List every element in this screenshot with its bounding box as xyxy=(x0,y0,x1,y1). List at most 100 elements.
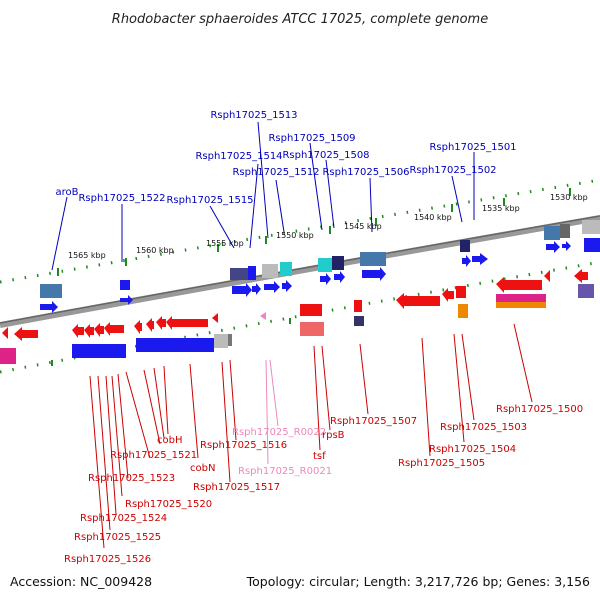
gene-feature[interactable] xyxy=(166,316,208,330)
gene-label[interactable]: Rsph17025_1524 xyxy=(80,513,167,524)
gene-feature[interactable] xyxy=(40,284,62,298)
gene-feature[interactable] xyxy=(214,334,228,348)
gene-feature[interactable] xyxy=(136,338,214,352)
gene-label[interactable]: Rsph17025_1514 xyxy=(195,151,282,162)
gene-label[interactable]: Rsph17025_1502 xyxy=(409,165,496,176)
gene-feature[interactable] xyxy=(252,283,261,295)
scale-label: 1560 kbp xyxy=(136,246,174,255)
gene-feature[interactable] xyxy=(462,255,471,267)
gene-feature[interactable] xyxy=(546,241,560,253)
gene-label[interactable]: Rsph17025_1523 xyxy=(88,473,175,484)
gene-label[interactable]: Rsph17025_1517 xyxy=(193,482,280,493)
gene-feature[interactable] xyxy=(134,320,142,334)
gene-feature[interactable] xyxy=(230,268,248,280)
gene-label[interactable]: Rsph17025_1504 xyxy=(429,444,516,455)
gene-feature[interactable] xyxy=(496,294,546,302)
gene-feature[interactable] xyxy=(104,322,124,336)
gene-label[interactable]: Rsph17025_1507 xyxy=(330,416,417,427)
gene-feature[interactable] xyxy=(14,327,38,341)
gene-feature[interactable] xyxy=(72,324,84,338)
gene-feature[interactable] xyxy=(228,334,232,346)
gene-feature[interactable] xyxy=(320,273,331,285)
gene-label[interactable]: cobN xyxy=(190,463,215,474)
scale-label: 1550 kbp xyxy=(276,231,314,240)
gene-feature[interactable] xyxy=(578,284,594,298)
gene-feature[interactable] xyxy=(262,264,278,278)
gene-feature[interactable] xyxy=(156,316,166,330)
gene-feature[interactable] xyxy=(2,327,8,339)
gene-feature[interactable] xyxy=(264,281,280,293)
reverse-label-leaders xyxy=(89,323,533,549)
gene-feature[interactable] xyxy=(0,348,16,364)
gene-feature[interactable] xyxy=(456,286,466,298)
scale-label: 1530 kbp xyxy=(550,193,588,202)
gene-feature[interactable] xyxy=(300,304,312,316)
gene-feature[interactable] xyxy=(318,258,332,272)
gene-feature[interactable] xyxy=(582,220,600,234)
gene-label[interactable]: Rsph17025_1508 xyxy=(282,150,369,161)
gene-feature[interactable] xyxy=(442,288,454,302)
gene-feature[interactable] xyxy=(496,302,546,308)
gene-feature[interactable] xyxy=(232,283,252,297)
gene-feature[interactable] xyxy=(40,301,58,313)
rna-label[interactable]: Rsph17025_R0022 xyxy=(232,427,326,438)
gene-feature[interactable] xyxy=(120,280,130,290)
gene-feature[interactable] xyxy=(544,226,560,240)
gene-feature[interactable] xyxy=(312,304,322,316)
gene-label[interactable]: Rsph17025_1522 xyxy=(78,193,165,204)
gene-feature[interactable] xyxy=(94,323,104,337)
gene-label[interactable]: Rsph17025_1516 xyxy=(200,440,287,451)
forward-label-leaders xyxy=(51,121,475,271)
gene-label[interactable]: Rsph17025_1521 xyxy=(110,450,197,461)
gene-feature[interactable] xyxy=(300,322,324,336)
scale-label: 1540 kbp xyxy=(414,213,452,222)
gene-feature[interactable] xyxy=(560,224,570,238)
gene-feature[interactable] xyxy=(354,316,364,326)
gene-feature[interactable] xyxy=(146,318,154,332)
gene-feature[interactable] xyxy=(354,300,362,312)
gene-feature[interactable] xyxy=(574,269,588,283)
forward-strand-genes xyxy=(40,220,600,313)
gene-feature[interactable] xyxy=(496,277,542,293)
gene-feature[interactable] xyxy=(248,266,256,280)
gene-feature[interactable] xyxy=(120,295,133,305)
gene-label[interactable]: Rsph17025_1501 xyxy=(429,142,516,153)
gene-label[interactable]: cobH xyxy=(157,435,182,446)
gene-feature[interactable] xyxy=(334,271,345,283)
genome-backbone xyxy=(0,215,600,328)
gene-label[interactable]: Rsph17025_1503 xyxy=(440,422,527,433)
gene-feature[interactable] xyxy=(460,240,470,252)
gene-feature[interactable] xyxy=(362,267,386,281)
scale-label: 1545 kbp xyxy=(344,222,382,231)
gene-feature[interactable] xyxy=(72,344,126,358)
rna-feature[interactable] xyxy=(260,312,266,320)
gene-label[interactable]: Rsph17025_1513 xyxy=(210,110,297,121)
gene-feature[interactable] xyxy=(562,241,571,251)
gene-feature[interactable] xyxy=(282,280,292,292)
gene-feature[interactable] xyxy=(472,253,488,265)
gene-label[interactable]: Rsph17025_1525 xyxy=(74,532,161,543)
gene-feature[interactable] xyxy=(360,252,386,266)
gene-label[interactable]: Rsph17025_1515 xyxy=(166,195,253,206)
gene-label[interactable]: Rsph17025_1520 xyxy=(125,499,212,510)
gene-feature[interactable] xyxy=(332,256,344,270)
rna-label[interactable]: Rsph17025_R0021 xyxy=(238,466,332,477)
gene-label[interactable]: Rsph17025_1509 xyxy=(268,133,355,144)
gene-feature[interactable] xyxy=(212,313,218,323)
gene-label[interactable]: tsf xyxy=(313,451,326,462)
gene-label[interactable]: Rsph17025_1512 xyxy=(232,167,319,178)
gene-feature[interactable] xyxy=(458,304,468,318)
scale-major-ticks xyxy=(51,188,571,366)
gene-feature[interactable] xyxy=(84,324,94,338)
gene-label[interactable]: Rsph17025_1500 xyxy=(496,404,583,415)
gene-label[interactable]: aroB xyxy=(56,187,79,198)
gene-feature[interactable] xyxy=(396,293,440,309)
gene-label[interactable]: Rsph17025_1505 xyxy=(398,458,485,469)
gene-label[interactable]: Rsph17025_1526 xyxy=(64,554,151,565)
gene-label[interactable]: rpsB xyxy=(322,430,345,441)
gene-label[interactable]: Rsph17025_1506 xyxy=(322,167,409,178)
gene-feature[interactable] xyxy=(544,270,550,282)
gene-feature[interactable] xyxy=(584,238,600,252)
gene-feature[interactable] xyxy=(280,262,292,276)
